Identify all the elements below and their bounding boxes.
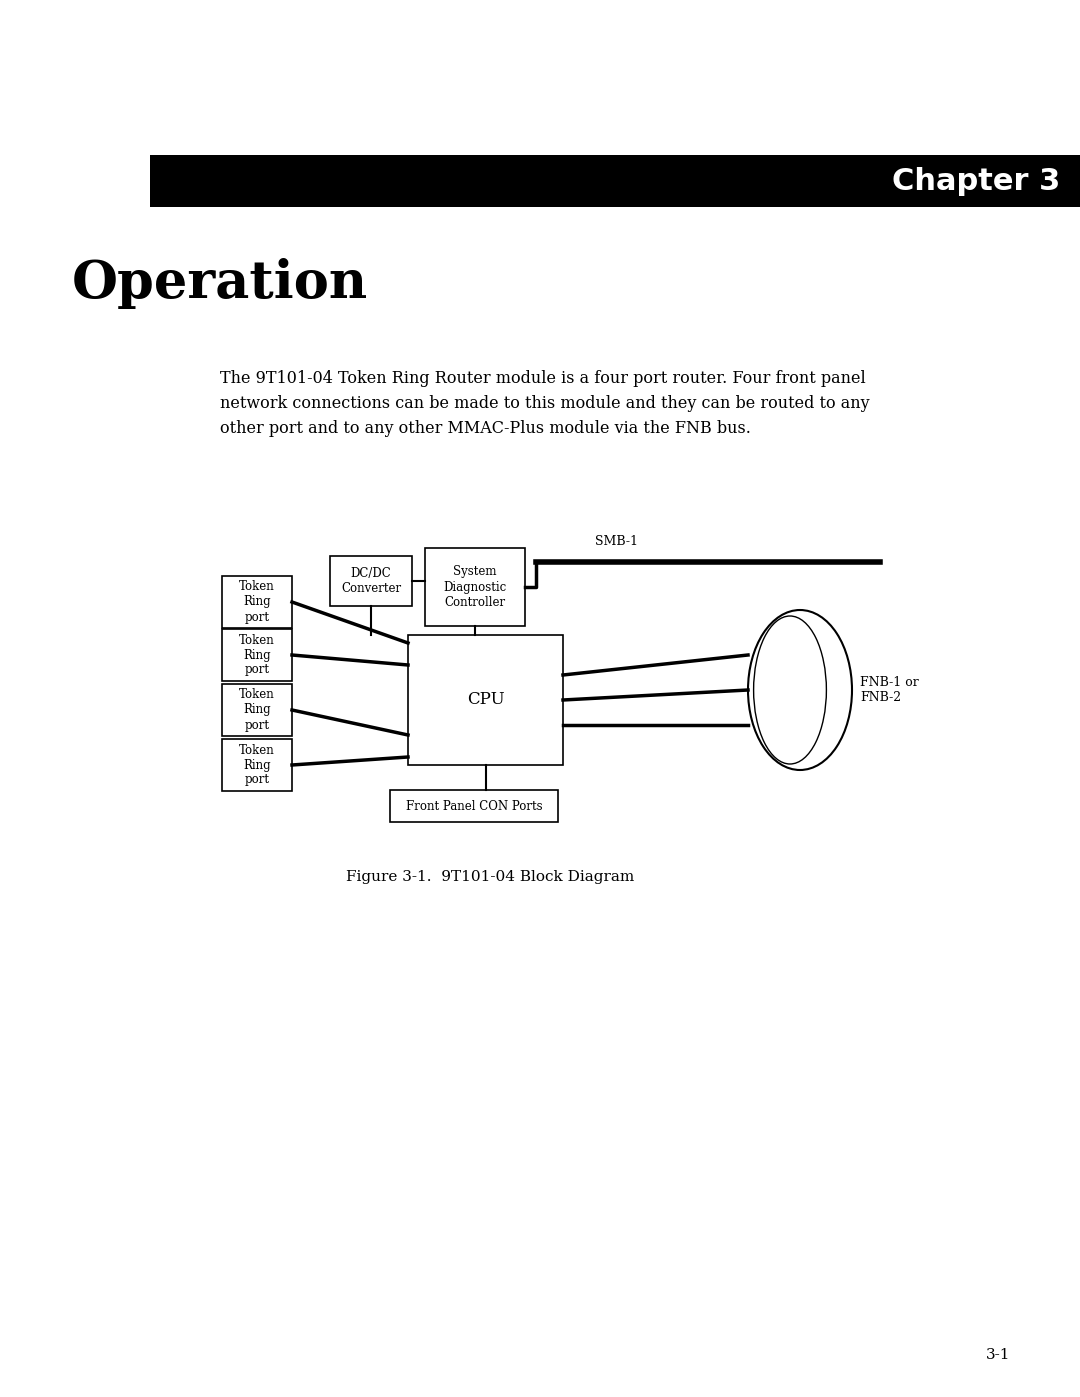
- Text: CPU: CPU: [467, 692, 504, 708]
- Text: Token
Ring
port: Token Ring port: [239, 581, 275, 623]
- FancyBboxPatch shape: [330, 556, 411, 606]
- Text: Operation: Operation: [72, 258, 368, 309]
- FancyBboxPatch shape: [408, 636, 563, 766]
- Text: System
Diagnostic
Controller: System Diagnostic Controller: [444, 566, 507, 609]
- Text: SMB-1: SMB-1: [595, 535, 638, 548]
- Text: Token
Ring
port: Token Ring port: [239, 743, 275, 787]
- FancyBboxPatch shape: [222, 629, 292, 680]
- FancyBboxPatch shape: [150, 155, 1080, 207]
- FancyBboxPatch shape: [222, 739, 292, 791]
- Text: Front Panel CON Ports: Front Panel CON Ports: [406, 799, 542, 813]
- FancyBboxPatch shape: [426, 548, 525, 626]
- Ellipse shape: [748, 610, 852, 770]
- Text: Token
Ring
port: Token Ring port: [239, 689, 275, 732]
- Text: 3-1: 3-1: [986, 1348, 1010, 1362]
- Text: The 9T101-04 Token Ring Router module is a four port router. Four front panel
ne: The 9T101-04 Token Ring Router module is…: [220, 370, 869, 437]
- FancyBboxPatch shape: [222, 576, 292, 629]
- Text: Chapter 3: Chapter 3: [892, 166, 1059, 196]
- Text: DC/DC
Converter: DC/DC Converter: [341, 567, 401, 595]
- FancyBboxPatch shape: [222, 685, 292, 736]
- FancyBboxPatch shape: [390, 789, 558, 821]
- Text: FNB-1 or
FNB-2: FNB-1 or FNB-2: [860, 676, 919, 704]
- Ellipse shape: [754, 616, 826, 764]
- Text: Figure 3-1.  9T101-04 Block Diagram: Figure 3-1. 9T101-04 Block Diagram: [346, 870, 634, 884]
- Text: Token
Ring
port: Token Ring port: [239, 633, 275, 676]
